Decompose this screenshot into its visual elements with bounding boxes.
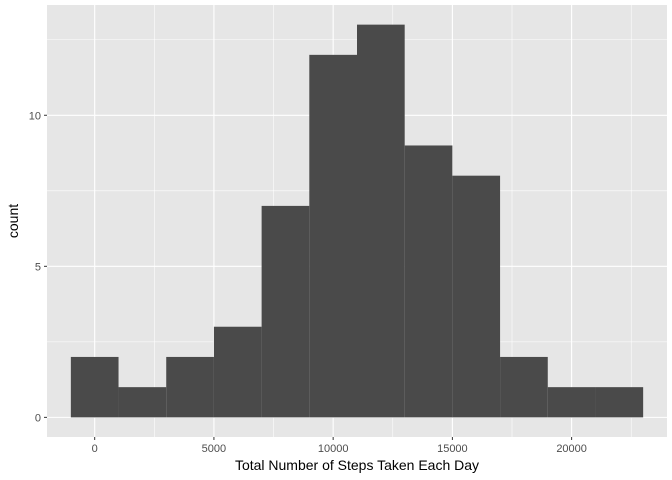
histogram-bar [357,24,405,418]
histogram-bar [70,356,119,418]
histogram-bar [213,326,262,418]
histogram-bar [500,356,548,418]
x-tick-label: 10000 [318,443,349,455]
x-tick-label: 15000 [437,443,468,455]
y-axis-title: count [5,204,21,238]
x-tick-label: 5000 [202,443,226,455]
histogram-bar [595,387,644,418]
histogram-bar [547,387,596,418]
histogram-bar [309,54,357,418]
histogram-bar [166,356,214,418]
histogram-bars [70,24,644,418]
y-tick-label: 5 [35,261,41,273]
histogram-bar [404,145,453,418]
y-axis-ticks: 0 5 10 [29,110,47,424]
y-tick-label: 10 [29,110,41,122]
x-tick-label: 20000 [556,443,587,455]
x-tick-label: 0 [92,443,98,455]
histogram-bar [452,175,501,418]
x-axis-title: Total Number of Steps Taken Each Day [235,457,479,473]
x-axis-ticks: 0 5000 10000 15000 20000 [92,437,587,455]
histogram-bar [118,387,167,418]
y-tick-label: 0 [35,412,41,424]
histogram-bar [261,205,310,418]
